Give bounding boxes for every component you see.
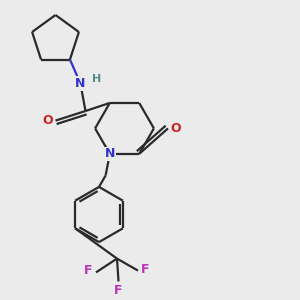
Text: F: F bbox=[114, 284, 123, 297]
Text: F: F bbox=[141, 262, 150, 276]
Text: N: N bbox=[105, 147, 115, 161]
Text: N: N bbox=[75, 77, 85, 90]
Text: O: O bbox=[170, 122, 181, 135]
Text: O: O bbox=[43, 114, 53, 127]
Text: H: H bbox=[92, 74, 101, 84]
Text: F: F bbox=[84, 264, 93, 278]
